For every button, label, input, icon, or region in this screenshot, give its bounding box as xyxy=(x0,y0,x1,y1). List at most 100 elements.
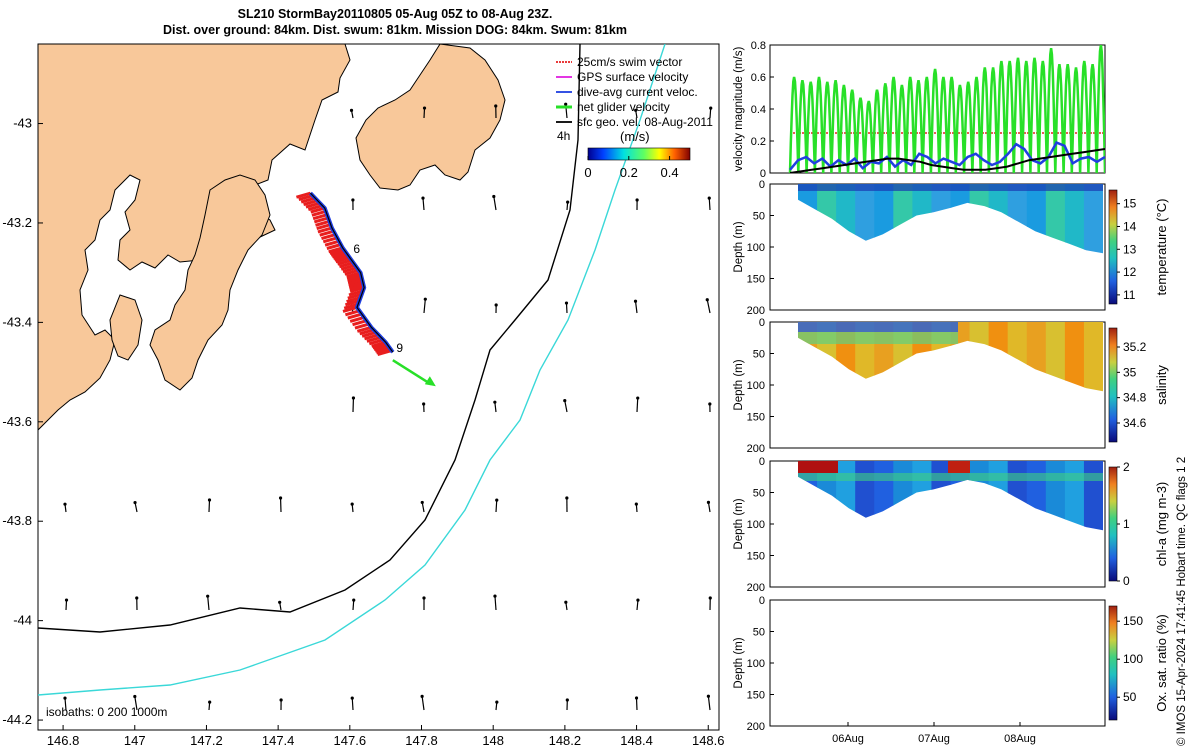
swim-vector xyxy=(337,258,353,266)
velocity-arrow xyxy=(708,198,711,211)
swim-vector xyxy=(347,278,363,286)
map-colorbar-tick-label: 0 xyxy=(584,165,591,180)
swim-vector xyxy=(352,319,367,327)
map-y-tick-label: -43.2 xyxy=(2,215,32,230)
velocity-arrow-head xyxy=(494,104,498,108)
map-y-axis: -43 -43.2 -43.4 -43.6 -43.8 -44 -44.2 xyxy=(2,116,43,727)
velocity-arrow-head xyxy=(352,598,356,602)
swim-vector xyxy=(335,256,351,264)
velocity-arrow xyxy=(707,696,711,711)
velocity-arrow-head xyxy=(350,502,354,506)
velocity-arrow-head xyxy=(564,102,568,106)
velocity-arrow xyxy=(421,502,425,513)
swim-vector xyxy=(376,347,391,355)
velocity-arrow xyxy=(494,596,497,611)
velocity-arrow-head xyxy=(495,700,499,704)
velocity-arrow-head xyxy=(492,194,496,199)
velocity-arrow-head xyxy=(634,696,639,700)
swim-vector xyxy=(346,273,362,281)
swim-vector xyxy=(364,333,379,341)
swim-vector xyxy=(312,213,328,221)
legend-label: dive-avg current veloc. xyxy=(577,85,698,99)
swim-vector xyxy=(359,328,375,336)
map-x-tick-label: 147.2 xyxy=(190,733,223,748)
velocity-arrow xyxy=(495,500,498,513)
land-west xyxy=(38,44,351,431)
velocity-arrow-head xyxy=(564,301,569,305)
isobaths xyxy=(38,44,666,696)
velocity-arrow xyxy=(351,698,354,711)
velocity-arrow-head xyxy=(423,297,427,301)
velocity-arrow xyxy=(423,108,426,119)
gps-track xyxy=(309,192,394,353)
velocity-arrow-head xyxy=(706,500,711,504)
velocity-arrow-head xyxy=(635,198,639,202)
swim-vector xyxy=(344,309,360,317)
swim-vector xyxy=(328,246,344,254)
map-x-tick-label: 147.6 xyxy=(334,733,367,748)
velocity-arrow-head xyxy=(564,600,568,604)
velocity-arrow-head xyxy=(705,298,709,302)
swim-vector xyxy=(321,233,336,240)
map-y-tick-label: -43.6 xyxy=(2,414,32,429)
map-x-tick-label: 147.8 xyxy=(405,733,438,748)
velocity-arrow xyxy=(422,198,425,211)
swim-vector xyxy=(338,261,354,269)
velocity-arrow-head xyxy=(278,600,282,604)
velocity-arrow xyxy=(564,400,568,413)
map-x-tick-label: 148.2 xyxy=(549,733,582,748)
swim-vector xyxy=(342,306,358,313)
swim-vector xyxy=(310,206,326,214)
land-tasman-peninsula xyxy=(149,174,271,391)
swim-vector xyxy=(344,268,360,276)
velocity-arrow xyxy=(352,600,355,611)
velocity-arrow-head xyxy=(493,594,497,598)
vector-scale-label: 4h xyxy=(557,129,570,143)
map-y-tick-label: -43.4 xyxy=(2,314,32,329)
title-line-1: SL210 StormBay20110805 05-Aug 05Z to 08-… xyxy=(237,7,553,21)
velocity-arrow-head xyxy=(565,496,569,500)
velocity-arrow xyxy=(493,196,497,211)
swim-vector xyxy=(305,201,321,209)
legend-label: net glider velocity xyxy=(577,100,670,114)
velocity-arrow xyxy=(707,502,711,513)
velocity-arrow xyxy=(134,696,138,711)
swim-vector xyxy=(347,276,363,284)
swim-vector xyxy=(348,281,364,289)
swim-vector xyxy=(322,236,338,244)
swim-vector xyxy=(317,226,333,234)
velocity-arrow-head xyxy=(420,500,424,505)
velocity-arrow xyxy=(65,600,68,611)
land-bruny xyxy=(109,294,143,361)
swim-vector xyxy=(368,338,384,346)
swim-vector xyxy=(349,315,365,323)
map-land xyxy=(38,44,506,431)
velocity-arrow-head xyxy=(493,400,497,404)
velocity-arrow xyxy=(421,696,425,711)
velocity-arrow-head xyxy=(135,596,139,600)
velocity-arrow-head xyxy=(708,596,712,600)
velocity-arrow xyxy=(709,108,712,119)
velocity-arrow xyxy=(423,299,426,314)
sfc-geo-velocity-vectors xyxy=(63,102,713,711)
velocity-arrow xyxy=(635,698,638,711)
swim-vector xyxy=(372,342,388,350)
velocity-arrow-head xyxy=(349,108,354,112)
velocity-arrow-head xyxy=(133,694,137,699)
swim-vector xyxy=(315,219,330,227)
velocity-arrow-head xyxy=(351,198,355,202)
map-x-tick-label: 146.8 xyxy=(47,733,80,748)
swim-vector xyxy=(313,216,329,224)
swim-vector xyxy=(307,204,323,212)
velocity-arrow xyxy=(565,303,568,314)
title-line-2: Dist. over ground: 84km. Dist. swum: 81k… xyxy=(162,23,627,37)
velocity-arrow-head xyxy=(636,598,640,602)
velocity-arrow-head xyxy=(63,502,67,506)
map-x-axis: 146.8 147 147.2 147.4 147.6 147.8 148 148.2 148.… xyxy=(47,725,725,748)
swim-vector xyxy=(331,251,347,259)
map-y-tick-label: -43 xyxy=(13,116,32,131)
swim-vector xyxy=(374,345,390,353)
swim-vector xyxy=(295,191,311,199)
